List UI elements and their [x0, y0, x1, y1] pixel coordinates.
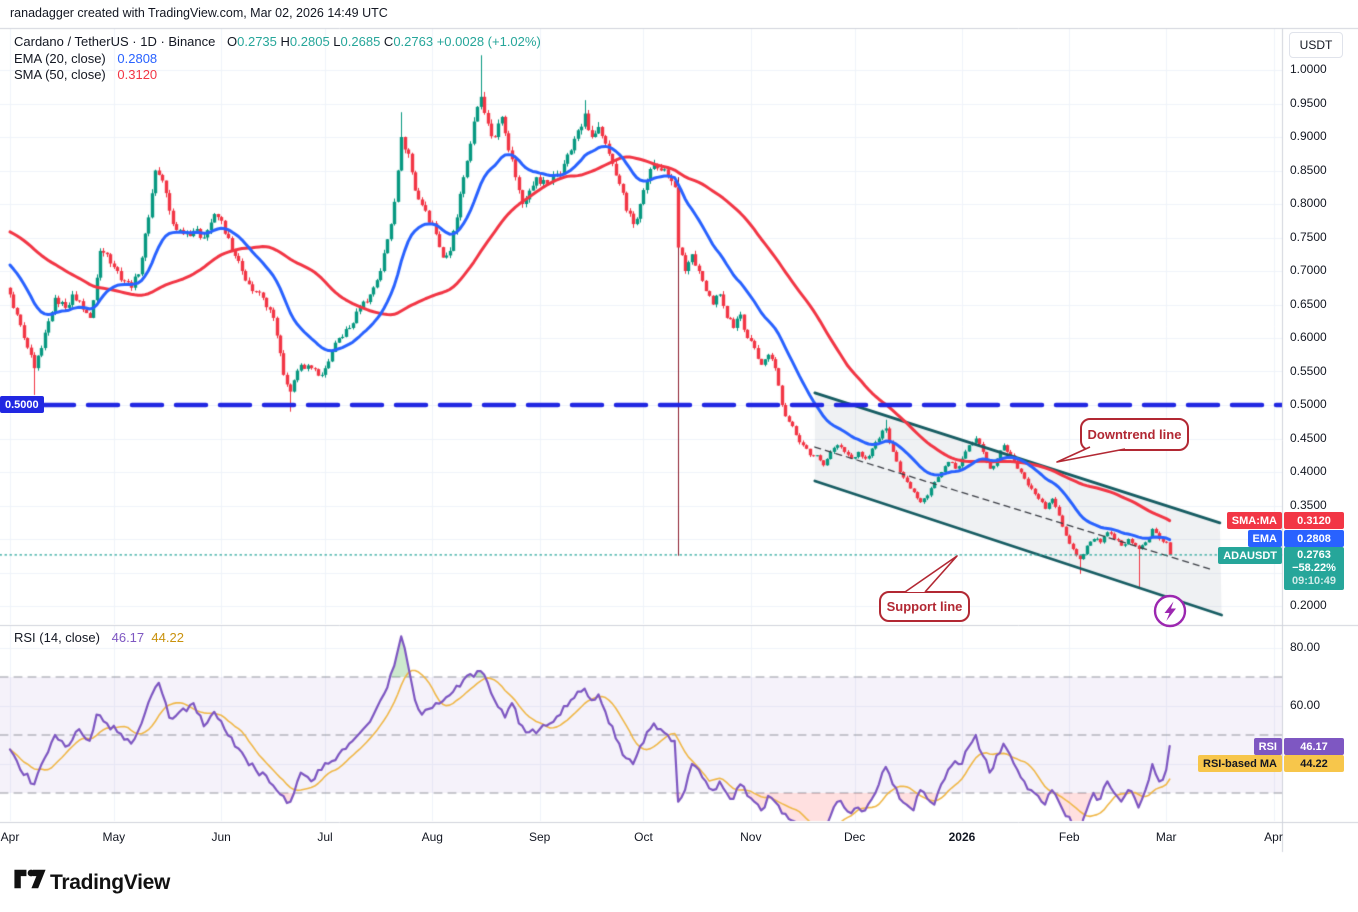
time-tick-label: May [102, 830, 126, 844]
level-price-badge: 0.5000 [0, 396, 44, 413]
high-value: 0.2805 [289, 34, 330, 49]
sma-legend[interactable]: SMA (50, close) 0.3120 [14, 66, 157, 83]
tradingview-brand-text[interactable]: TradingView [50, 871, 171, 894]
support-callout-tail [904, 555, 958, 593]
close-label: C [383, 34, 394, 49]
ema-legend[interactable]: EMA (20, close) 0.2808 [14, 50, 157, 67]
close-value: 0.2763 [393, 34, 434, 49]
price-tick-label: 0.4500 [1290, 430, 1327, 445]
symbol-title: Cardano / TetherUS · 1D · Binance [14, 34, 216, 49]
open-label: O [227, 34, 238, 49]
price-tick-label: 0.5500 [1290, 363, 1327, 378]
low-value: 0.2685 [340, 34, 381, 49]
price-tick-label: 0.9500 [1290, 95, 1327, 110]
time-tick-label: Mar [1155, 830, 1177, 844]
sma-axis-value: 0.3120 [1284, 512, 1344, 529]
time-tick-label: Feb [1058, 830, 1080, 844]
time-tick-label: Apr [0, 830, 20, 844]
rsi-legend[interactable]: RSI (14, close) 46.17 44.22 [14, 629, 184, 646]
symbol-bar-countdown: 09:10:49 [1291, 575, 1337, 587]
rsi-tick-label: 80.00 [1290, 640, 1321, 654]
low-label: L [333, 34, 341, 49]
change-value: +0.0028 (+1.02%) [436, 34, 541, 49]
price-tick-label: 0.4000 [1290, 464, 1327, 478]
attribution-text: ranadagger created with TradingView.com,… [10, 6, 388, 20]
time-tick-label: Apr [1264, 830, 1283, 844]
ema-axis-value: 0.2808 [1284, 530, 1344, 547]
time-tick-label: Jul [317, 830, 333, 844]
rsi-tick-label: 60.00 [1290, 698, 1321, 712]
sma-legend-value: 0.3120 [117, 67, 158, 82]
high-label: H [280, 34, 290, 49]
price-tick-label: 0.8000 [1290, 196, 1327, 210]
downtrend-line-annotation[interactable]: Downtrend line [1080, 418, 1189, 451]
price-tick-label: 0.7000 [1290, 263, 1327, 277]
lightning-icon[interactable] [1152, 593, 1188, 629]
time-tick-label: Jun [211, 830, 231, 844]
price-tick-label: 0.8500 [1290, 162, 1327, 177]
rsi-ma-axis-label: RSI-based MA [1198, 755, 1282, 772]
sma-axis-label: SMA:MA [1226, 512, 1282, 529]
open-value: 0.2735 [237, 34, 277, 49]
price-tick-label: 0.5000 [1290, 397, 1327, 411]
ema-legend-label: EMA (20, close) [14, 51, 106, 66]
time-tick-label: Aug [421, 830, 443, 844]
time-tick-label: Sep [528, 830, 551, 844]
rsi-axis-value: 46.17 [1284, 738, 1344, 755]
support-line-annotation[interactable]: Support line [879, 591, 970, 622]
time-tick-label: Oct [634, 830, 653, 844]
tradingview-logo-icon[interactable] [13, 866, 47, 892]
price-tick-label: 1.0000 [1290, 62, 1327, 76]
price-tick-label: 0.7500 [1290, 229, 1327, 244]
price-tick-label: 0.6000 [1290, 330, 1327, 344]
symbol-last-price: 0.2763 [1297, 549, 1331, 561]
time-tick-label: 2026 [948, 830, 976, 844]
rsi-axis-label: RSI [1253, 738, 1282, 755]
symbol-legend[interactable]: Cardano / TetherUS · 1D · Binance O0.273… [14, 33, 541, 50]
price-tick-label: 0.2000 [1290, 598, 1327, 612]
ema-legend-value: 0.2808 [117, 51, 158, 66]
price-axis-currency-button[interactable]: USDT [1289, 32, 1343, 58]
time-tick-label: Dec [843, 830, 866, 844]
sma-legend-label: SMA (50, close) [14, 67, 106, 82]
rsi-ma-axis-value: 44.22 [1284, 755, 1344, 772]
price-tick-label: 0.9000 [1290, 129, 1327, 143]
symbol-change-percent: −58.22% [1292, 562, 1336, 574]
symbol-axis-label: ADAUSDT [1218, 547, 1282, 564]
rsi-ma-legend-value: 44.22 [151, 630, 184, 645]
price-tick-label: 0.6500 [1290, 296, 1327, 311]
rsi-legend-value: 46.17 [111, 630, 145, 645]
time-tick-label: Nov [740, 830, 762, 844]
ema-axis-label: EMA [1247, 530, 1282, 547]
rsi-legend-label: RSI (14, close) [14, 630, 100, 645]
symbol-axis-value: 0.2763 −58.22% 09:10:49 [1284, 547, 1344, 590]
downtrend-callout-tail [1056, 446, 1126, 463]
price-tick-label: 0.3500 [1290, 497, 1327, 512]
